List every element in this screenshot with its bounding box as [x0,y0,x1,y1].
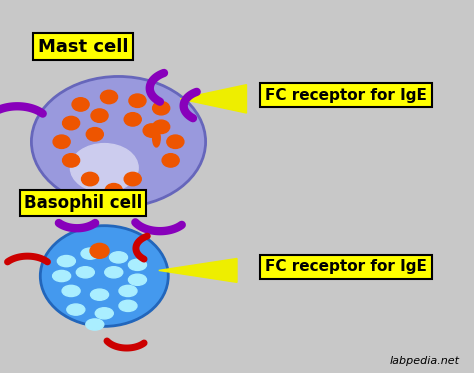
Polygon shape [180,85,246,113]
Circle shape [100,90,118,104]
Ellipse shape [119,285,137,297]
Ellipse shape [105,267,123,278]
Circle shape [53,135,70,148]
Ellipse shape [81,248,99,259]
Circle shape [167,135,184,148]
Circle shape [143,124,160,137]
Text: Mast cell: Mast cell [38,38,128,56]
Ellipse shape [67,304,85,315]
Circle shape [63,116,80,130]
Circle shape [153,120,170,134]
Ellipse shape [86,319,104,330]
Ellipse shape [95,308,113,319]
Circle shape [129,94,146,107]
Circle shape [162,154,179,167]
Ellipse shape [76,267,94,278]
Circle shape [40,226,168,326]
Ellipse shape [153,129,160,147]
Ellipse shape [53,270,71,282]
Ellipse shape [128,259,146,270]
Circle shape [82,172,99,186]
Circle shape [90,243,109,258]
Ellipse shape [70,144,138,192]
Ellipse shape [31,76,206,207]
Text: labpedia.net: labpedia.net [390,355,460,366]
Ellipse shape [91,289,109,300]
Text: FC receptor for IgE: FC receptor for IgE [265,88,427,103]
Ellipse shape [119,300,137,311]
Polygon shape [159,258,237,282]
Ellipse shape [109,252,128,263]
Circle shape [91,109,108,122]
Ellipse shape [57,256,75,267]
Text: Basophil cell: Basophil cell [24,194,142,212]
Circle shape [124,172,141,186]
Ellipse shape [128,274,146,285]
Ellipse shape [62,285,80,297]
Circle shape [86,128,103,141]
Circle shape [63,154,80,167]
Circle shape [105,184,122,197]
Circle shape [153,101,170,115]
Circle shape [72,98,89,111]
Circle shape [124,113,141,126]
Text: FC receptor for IgE: FC receptor for IgE [265,259,427,274]
